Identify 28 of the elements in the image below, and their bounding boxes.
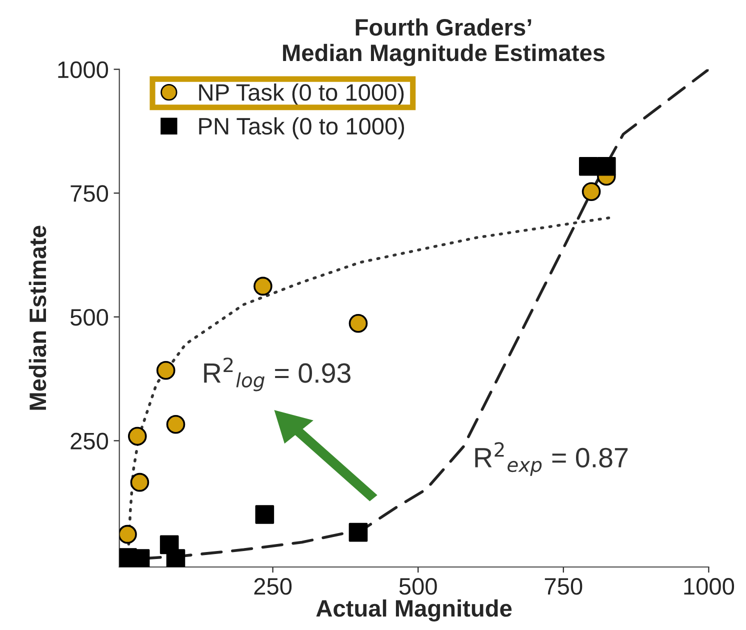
point (166, 414, 186, 434)
point (582, 182, 601, 202)
y-tick-label: 250 (70, 432, 108, 450)
point (597, 156, 616, 176)
point (348, 522, 368, 542)
legend-label: PN Task (0 to 1000) (199, 117, 404, 140)
x-tick-label: 750 (544, 578, 582, 595)
y-axis-title: Median Estimate (28, 226, 46, 410)
point (254, 276, 272, 296)
point (156, 360, 176, 380)
y-tick-label: 500 (70, 308, 108, 326)
point (348, 314, 368, 333)
x-tick-label: 500 (399, 578, 437, 595)
annotation: R$^{2}$$_{log}$ = 0.93 (204, 358, 350, 392)
point (255, 505, 274, 524)
x-axis-title: Actual Magnitude (316, 599, 512, 622)
chart-title: Fourth Graders’ Median Magnitude Estimates (283, 18, 605, 66)
point (166, 549, 186, 567)
y-tick-label: 750 (70, 185, 108, 202)
x-tick-label: 250 (254, 578, 292, 595)
annotation: R$^{2}$$_{exp}$ = 0.87 (475, 442, 628, 476)
y-tick-label: 1000 (58, 61, 108, 78)
x-tick-label: 1000 (684, 578, 734, 595)
point (128, 426, 147, 446)
legend-label: NP Task (0 to 1000) (199, 83, 404, 106)
point (119, 524, 137, 544)
point (130, 472, 150, 492)
point (578, 156, 598, 176)
